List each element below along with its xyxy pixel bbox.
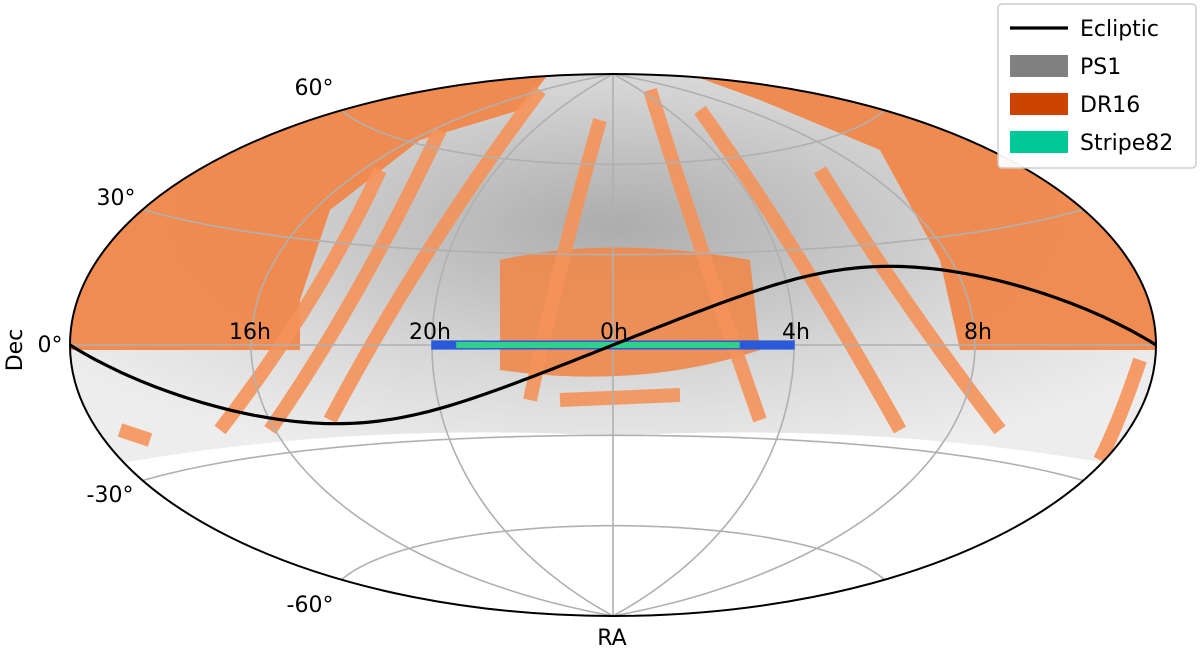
ra-tick-4h: 4h (782, 320, 810, 345)
parallel-line (340, 524, 886, 581)
parallel-line (142, 208, 1084, 256)
dec-tick-60: 60° (295, 76, 334, 101)
legend-label-ecliptic: Ecliptic (1080, 17, 1159, 42)
projection-boundary (69, 73, 1157, 617)
dec-tick-minus30: -30° (87, 483, 134, 508)
ra-tick-16h: 16h (229, 320, 271, 345)
stripe82-edge (432, 341, 457, 349)
x-axis-label: RA (597, 626, 626, 651)
legend-label-dr16: DR16 (1080, 93, 1140, 118)
dec-tick-minus60: -60° (287, 593, 334, 618)
stripe82-edge (739, 341, 794, 349)
dr16-tracks (117, 85, 1147, 464)
dec-tick-0: 0° (38, 333, 63, 358)
y-axis-label: Dec (3, 329, 28, 372)
legend-swatch-ps1 (1010, 55, 1068, 77)
legend-label-stripe82: Stripe82 (1080, 131, 1173, 156)
legend-swatch-dr16 (1010, 93, 1068, 115)
ra-tick-20h: 20h (409, 320, 451, 345)
parallel-line (340, 109, 886, 166)
parallel-line (142, 434, 1084, 482)
legend-box (997, 3, 1197, 169)
ecliptic-line (69, 264, 1157, 426)
dec-tick-labels: 60° 30° 0° -30° -60° (38, 76, 334, 618)
legend-swatch-stripe82 (1010, 131, 1068, 153)
ra-tick-0h: 0h (600, 320, 628, 345)
legend-label-ps1: PS1 (1080, 55, 1121, 80)
dec-tick-30: 30° (97, 186, 136, 211)
ra-tick-8h: 8h (964, 320, 992, 345)
legend: Ecliptic PS1 DR16 Stripe82 (997, 3, 1197, 169)
ra-tick-labels: 16h 20h 0h 4h 8h (229, 320, 992, 345)
